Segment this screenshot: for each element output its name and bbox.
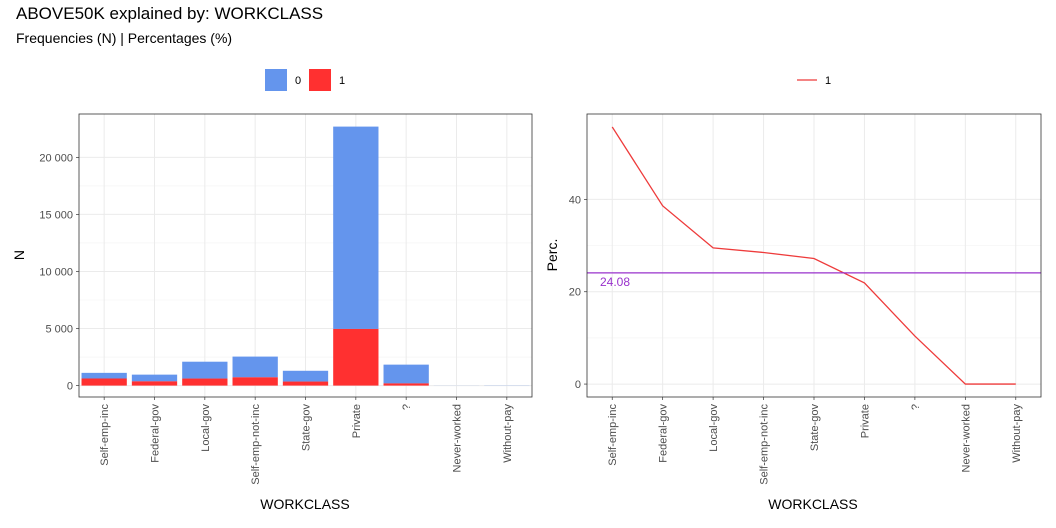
legend-label-0: 0	[295, 75, 301, 87]
line-x-axis-title: WORKCLASS	[768, 496, 857, 512]
line-x-tick-label: Federal-gov	[658, 404, 670, 463]
line-y-tick-label: 20	[569, 287, 581, 299]
bar-class-0	[383, 364, 429, 384]
line-x-tick-label: Local-gov	[708, 404, 720, 452]
bar-x-tick-label: Without-pay	[502, 404, 514, 463]
line-panel-border	[586, 113, 1042, 398]
bar-class-1	[383, 383, 429, 386]
chart-title: ABOVE50K explained by: WORKCLASS	[16, 4, 324, 23]
bar-y-tick-label: 20 000	[39, 152, 73, 164]
bar-y-tick-label: 5 000	[45, 324, 73, 336]
bar-class-1	[131, 381, 178, 386]
bar-class-0	[81, 372, 127, 379]
line-x-tick-label: Without-pay	[1011, 404, 1023, 463]
bar-x-tick-label: State-gov	[301, 404, 313, 452]
bar-class-0	[131, 374, 178, 382]
line-x-tick-label: Private	[859, 404, 871, 438]
line-x-tick-label: ?	[910, 404, 922, 410]
line-panel: 0 20 40 Self-emp-inc Federal-gov Local-gov Sel…	[569, 113, 1042, 485]
line-x-tick-label: State-gov	[809, 404, 821, 452]
bar-class-1	[333, 328, 379, 386]
bar-class-0	[232, 356, 278, 378]
line-y-tick-label: 0	[575, 379, 581, 391]
bar-class-1	[81, 378, 127, 386]
bar-x-axis-title: WORKCLASS	[260, 496, 349, 512]
legend-swatch-0	[265, 69, 287, 91]
bar-x-tick-label: Never-worked	[452, 404, 464, 472]
legend-label-1: 1	[339, 75, 345, 87]
reference-line-label: 24.08	[600, 275, 630, 289]
line-y-tick-label: 40	[569, 194, 581, 206]
bar-x-tick-label: ?	[401, 404, 413, 410]
bar-y-tick-label: 15 000	[39, 209, 73, 221]
line-legend: 1	[797, 75, 831, 87]
bar-class-1	[182, 378, 228, 386]
legend-swatch-1	[309, 69, 331, 91]
line-x-tick-label: Self-emp-inc	[607, 404, 619, 466]
bar-y-tick-label: 10 000	[39, 266, 73, 278]
bar-panel: 0 5 000 10 000 15 000 20 000 Self-emp-inc Fede…	[39, 113, 533, 485]
bar-class-0	[182, 361, 228, 379]
bar-x-tick-label: Self-emp-not-inc	[250, 404, 262, 485]
chart-subtitle: Frequencies (N) | Percentages (%)	[16, 30, 233, 46]
bar-x-tick-label: Self-emp-inc	[99, 404, 111, 466]
line-series-1	[611, 126, 1016, 385]
bar-x-tick-label: Federal-gov	[150, 404, 162, 463]
bar-class-0	[282, 370, 329, 382]
line-y-axis-title: Perc.	[544, 239, 560, 272]
bar-class-0	[333, 126, 379, 329]
line-x-tick-label: Self-emp-not-inc	[759, 404, 771, 485]
bar-legend: 0 1	[265, 69, 345, 91]
bar-class-1	[282, 381, 329, 386]
bar-class-1	[232, 377, 278, 386]
bar-y-tick-label: 0	[67, 381, 73, 393]
bar-x-tick-label: Local-gov	[200, 404, 212, 452]
bar-panel-border	[78, 113, 533, 398]
bar-y-axis-title: N	[11, 250, 27, 260]
line-x-tick-label: Never-worked	[960, 404, 972, 472]
bar-x-tick-label: Private	[351, 404, 363, 438]
legend-line-label: 1	[825, 75, 831, 87]
